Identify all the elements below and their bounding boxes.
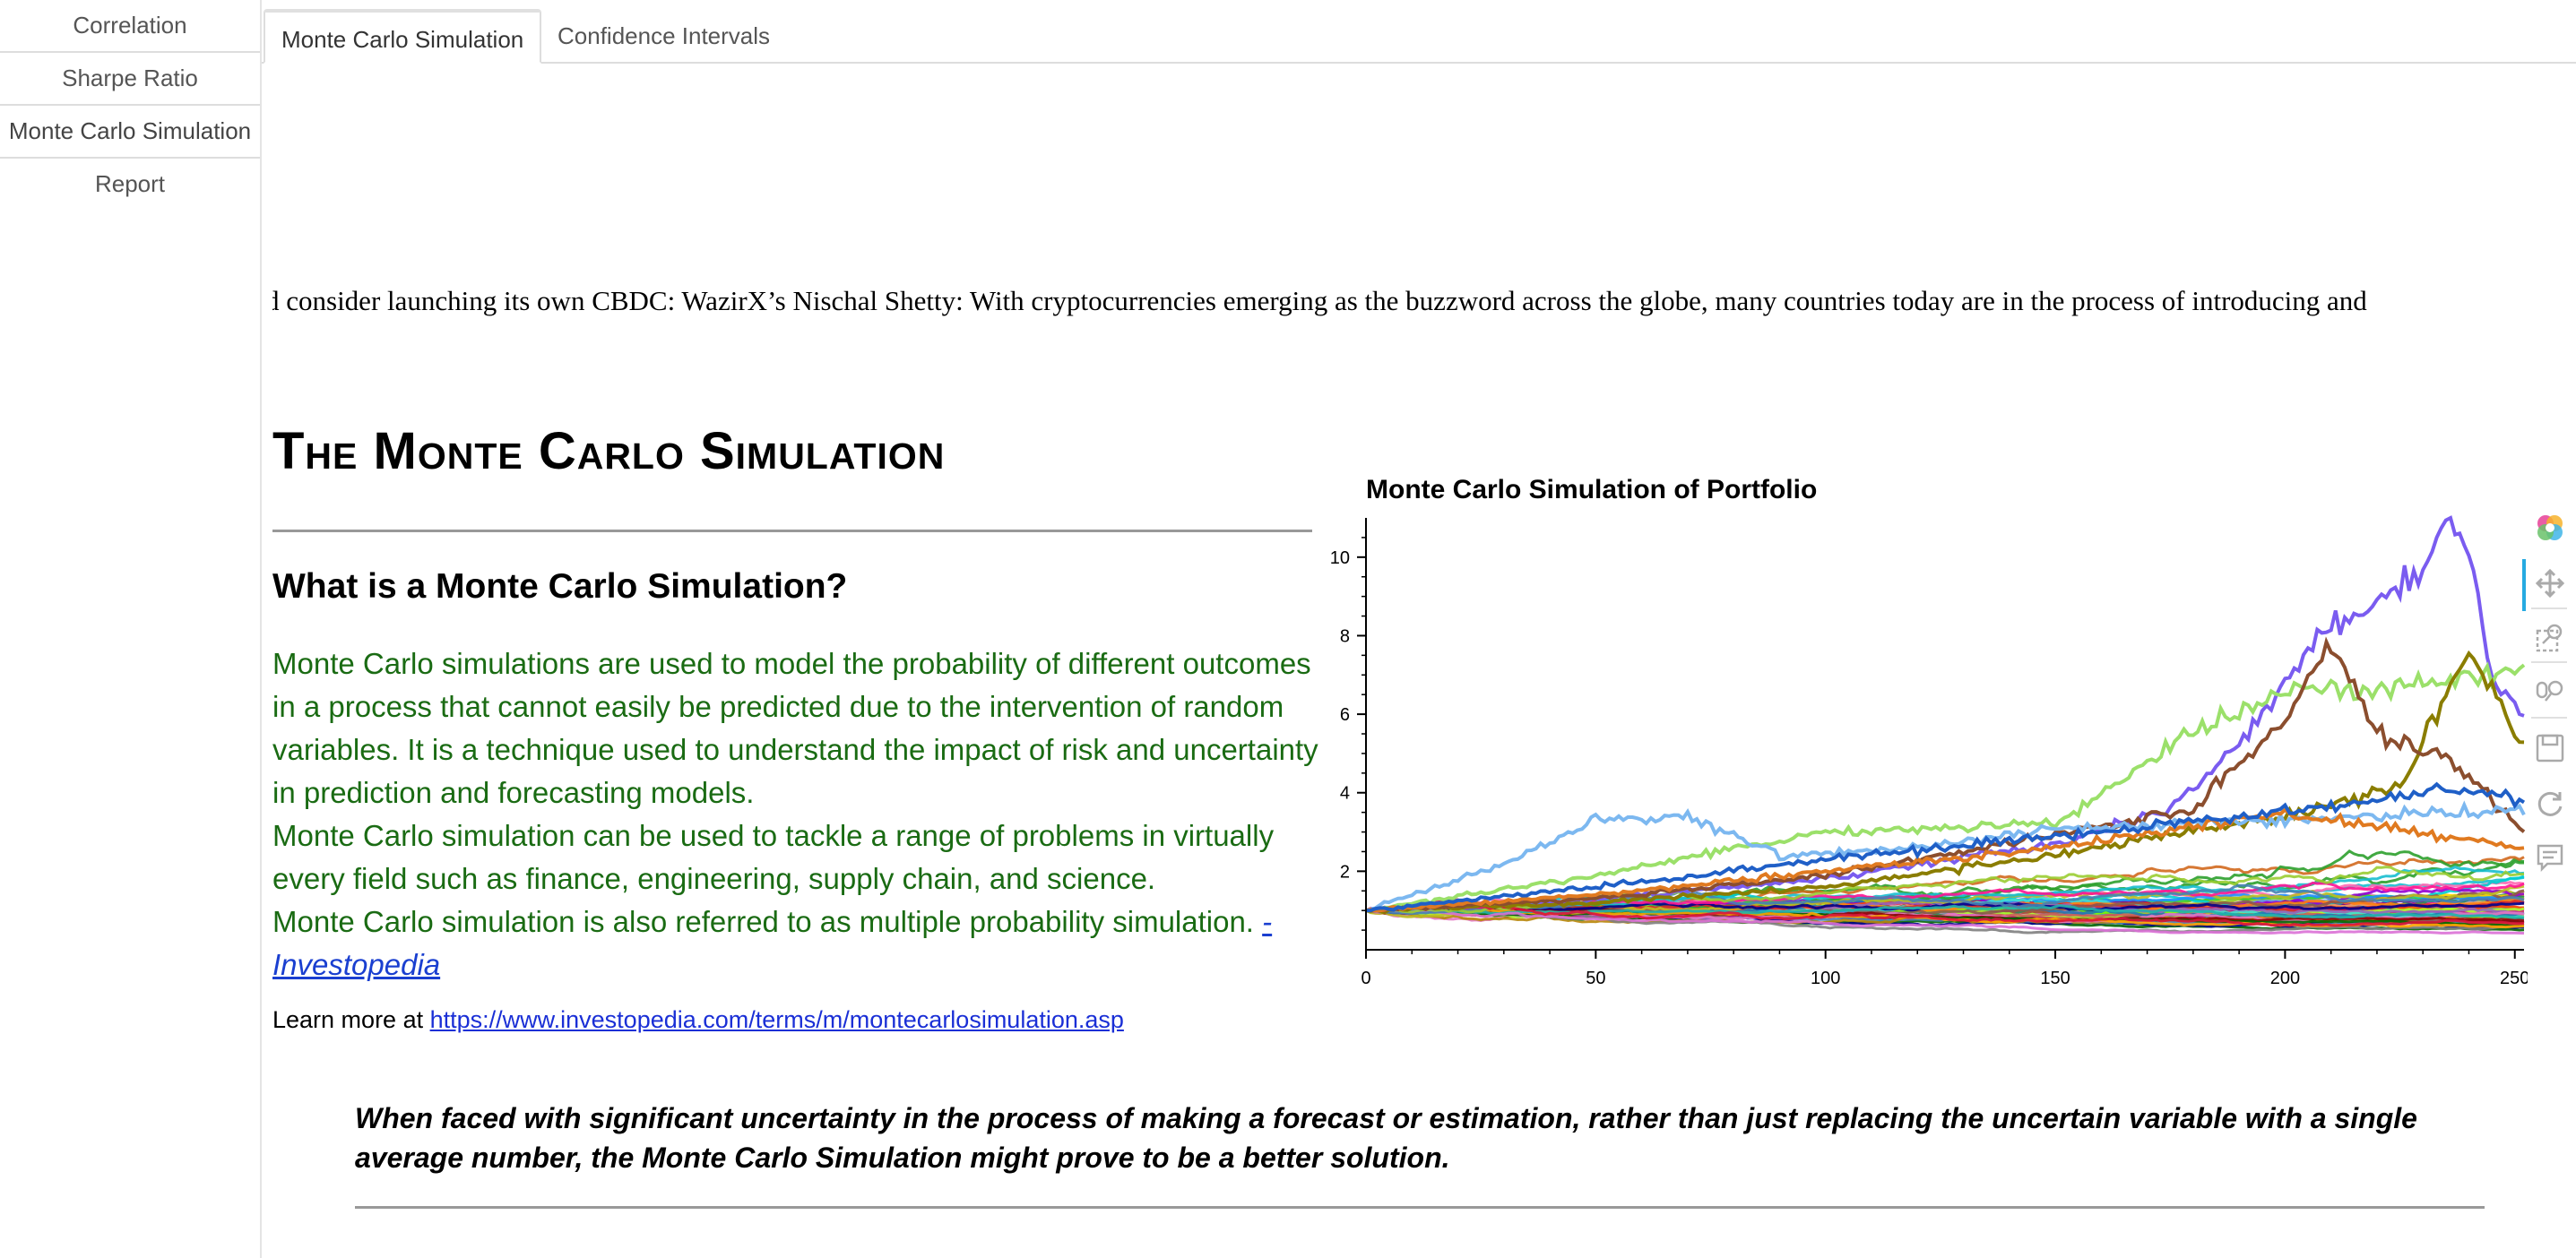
y-tick-label: 6 xyxy=(1340,705,1350,725)
wheel-zoom-icon[interactable] xyxy=(2535,677,2565,708)
description-paragraph-2: Monte Carlo simulation can be used to ta… xyxy=(272,819,1275,895)
y-tick-label: 10 xyxy=(1330,548,1350,568)
chart-title: Monte Carlo Simulation of Portfolio xyxy=(1366,475,1817,504)
simulation-line xyxy=(1365,901,2525,915)
y-tick-label: 2 xyxy=(1340,862,1350,882)
bokeh-logo-icon[interactable] xyxy=(2535,513,2565,543)
page-title: The Monte Carlo Simulation xyxy=(272,422,946,480)
x-tick-label: 100 xyxy=(1811,969,1840,988)
chart-toolbar xyxy=(2522,507,2576,883)
hover-icon[interactable] xyxy=(2535,842,2565,873)
save-icon[interactable] xyxy=(2535,733,2565,763)
sidebar-item-sharpe-ratio[interactable]: Sharpe Ratio xyxy=(0,53,260,106)
x-tick-label: 150 xyxy=(2040,969,2070,988)
y-tick-label: 4 xyxy=(1340,784,1350,804)
plot-lines xyxy=(1365,515,2526,935)
investopedia-source-link[interactable]: - Investopedia xyxy=(272,905,1273,981)
x-tick-label: 250 xyxy=(2500,969,2528,988)
y-tick-label: 8 xyxy=(1340,626,1350,646)
highlight-simulation-line xyxy=(1365,636,2526,913)
tab-bar: Monte Carlo Simulation Confidence Interv… xyxy=(262,0,2576,64)
x-tick-label: 200 xyxy=(2270,969,2300,988)
learn-more: Learn more at https://www.investopedia.c… xyxy=(272,1006,1124,1034)
description-paragraph-3-text: Monte Carlo simulation is also referred … xyxy=(272,905,1263,938)
simulation-line xyxy=(1365,898,2525,927)
tab-confidence-intervals[interactable]: Confidence Intervals xyxy=(558,22,771,49)
title-divider xyxy=(272,530,1312,532)
highlight-simulation-line xyxy=(1365,807,2525,913)
section-heading: What is a Monte Carlo Simulation? xyxy=(272,567,848,606)
sidebar-item-correlation[interactable]: Correlation xyxy=(0,0,260,53)
chart-axes: 0 50 100 150 200 250 2 4 6 8 10 xyxy=(1330,518,2528,988)
x-tick-label: 50 xyxy=(1586,969,1605,988)
tab-monte-carlo-simulation[interactable]: Monte Carlo Simulation xyxy=(264,9,542,64)
highlight-simulation-line xyxy=(1365,781,2526,913)
news-ticker: d consider launching its own CBDC: Wazir… xyxy=(272,285,2567,317)
simulation-line xyxy=(1365,883,2525,916)
chart-svg: Monte Carlo Simulation of Portfolio 0 50 1… xyxy=(1330,475,2528,988)
monte-carlo-chart[interactable]: Monte Carlo Simulation of Portfolio 0 50 1… xyxy=(1309,466,2528,1004)
learn-more-link[interactable]: https://www.investopedia.com/terms/m/mon… xyxy=(429,1006,1124,1033)
quote-text: When faced with significant uncertainty … xyxy=(355,1102,2417,1174)
simulation-line xyxy=(1365,909,2525,935)
sidebar-nav: Correlation Sharpe Ratio Monte Carlo Sim… xyxy=(0,0,262,1258)
ticker-text: d consider launching its own CBDC: Wazir… xyxy=(272,285,2367,316)
description-paragraph-3: Monte Carlo simulation is also referred … xyxy=(272,900,1321,987)
description-paragraph-1: Monte Carlo simulations are used to mode… xyxy=(272,647,1318,809)
quote-divider xyxy=(355,1206,2485,1209)
sidebar-item-report[interactable]: Report xyxy=(94,170,166,197)
sidebar-item-monte-carlo-simulation[interactable]: Monte Carlo Simulation xyxy=(0,106,260,159)
pan-icon[interactable] xyxy=(2535,568,2565,599)
description: Monte Carlo simulations are used to mode… xyxy=(272,642,1321,987)
highlight-simulation-line xyxy=(1365,661,2526,913)
box-zoom-icon[interactable] xyxy=(2535,622,2565,652)
learn-more-label: Learn more at xyxy=(272,1006,430,1033)
x-tick-label: 0 xyxy=(1361,969,1370,988)
reset-icon[interactable] xyxy=(2535,788,2565,819)
